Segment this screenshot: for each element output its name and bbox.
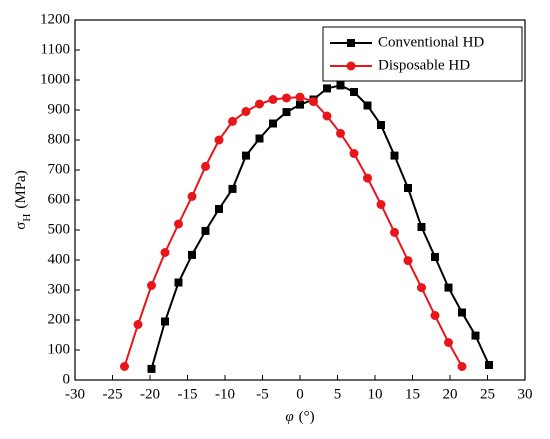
x-tick-label: -20	[140, 386, 160, 402]
marker	[282, 108, 291, 117]
y-tick-label: 700	[48, 161, 71, 177]
marker	[457, 362, 467, 371]
x-axis-label: φ (°)	[285, 409, 314, 425]
marker	[485, 361, 493, 369]
x-tick-label: -25	[103, 386, 123, 402]
legend-marker	[346, 61, 356, 71]
y-tick-label: 500	[48, 221, 71, 237]
x-tick-label: 15	[405, 386, 420, 402]
marker	[255, 99, 264, 109]
x-label-unit: (°)	[299, 409, 315, 425]
marker	[120, 362, 129, 371]
marker	[228, 116, 237, 126]
y-label-symbol: σ	[13, 222, 29, 230]
y-tick-label: 1100	[41, 41, 70, 57]
marker	[390, 151, 399, 160]
marker	[363, 101, 372, 110]
marker	[161, 317, 169, 326]
x-tick-label: -30	[65, 386, 85, 402]
marker	[188, 250, 196, 259]
marker	[349, 149, 359, 158]
y-label-unit: (MPa)	[13, 170, 29, 208]
marker	[228, 184, 237, 193]
marker	[390, 227, 399, 237]
y-tick-label: 200	[48, 311, 71, 327]
x-tick-label: 25	[480, 386, 495, 402]
y-tick-label: 1200	[40, 11, 70, 27]
marker	[215, 205, 223, 213]
y-axis-label: σH (MPa)	[13, 170, 32, 229]
marker	[336, 81, 345, 90]
y-label-subscript: H	[21, 214, 33, 222]
marker	[458, 308, 466, 317]
x-tick-label: 10	[368, 386, 383, 402]
marker	[444, 338, 453, 347]
legend	[322, 26, 523, 82]
marker	[269, 119, 277, 128]
y-tick-label: 400	[48, 251, 71, 267]
x-label-symbol: φ	[285, 409, 293, 425]
marker	[147, 281, 156, 290]
series-line	[123, 96, 463, 367]
y-tick-label: 300	[48, 281, 71, 297]
x-tick-label: -15	[178, 386, 198, 402]
y-tick-label: 1000	[40, 71, 70, 87]
marker	[363, 173, 372, 183]
x-tick-label: 5	[334, 386, 342, 402]
marker	[431, 253, 439, 261]
y-tick-label: 900	[48, 101, 71, 117]
marker	[255, 134, 264, 143]
marker	[377, 121, 385, 129]
marker	[323, 84, 331, 93]
y-tick-label: 600	[48, 191, 71, 207]
x-tick-label: 0	[296, 386, 304, 402]
x-tick-label: 30	[518, 386, 533, 402]
marker	[174, 278, 183, 287]
marker	[350, 88, 358, 96]
marker	[147, 364, 156, 373]
marker	[282, 93, 291, 103]
marker	[417, 223, 426, 231]
marker	[214, 135, 224, 145]
marker	[201, 226, 210, 235]
marker	[241, 107, 251, 116]
marker	[403, 256, 413, 266]
marker	[471, 331, 480, 340]
marker	[201, 161, 210, 171]
y-tick-label: 0	[63, 371, 71, 387]
marker	[160, 248, 170, 257]
legend-marker	[347, 39, 355, 47]
marker	[296, 100, 304, 109]
marker	[404, 184, 412, 192]
marker	[187, 191, 197, 201]
marker	[444, 283, 453, 292]
y-tick-label: 100	[48, 341, 71, 357]
marker	[174, 219, 183, 229]
marker	[336, 128, 345, 138]
legend-label: Conventional HD	[378, 34, 484, 50]
x-tick-label: -10	[215, 386, 235, 402]
x-tick-label: -5	[256, 386, 269, 402]
marker	[430, 311, 440, 320]
marker	[322, 111, 332, 121]
marker	[309, 97, 318, 107]
x-tick-label: 20	[443, 386, 458, 402]
marker	[295, 92, 305, 102]
legend-label: Disposable HD	[378, 57, 470, 73]
marker	[268, 95, 278, 104]
y-tick-label: 800	[48, 131, 71, 147]
marker	[417, 283, 426, 293]
marker	[376, 200, 386, 209]
marker	[242, 151, 250, 160]
marker	[133, 320, 143, 329]
